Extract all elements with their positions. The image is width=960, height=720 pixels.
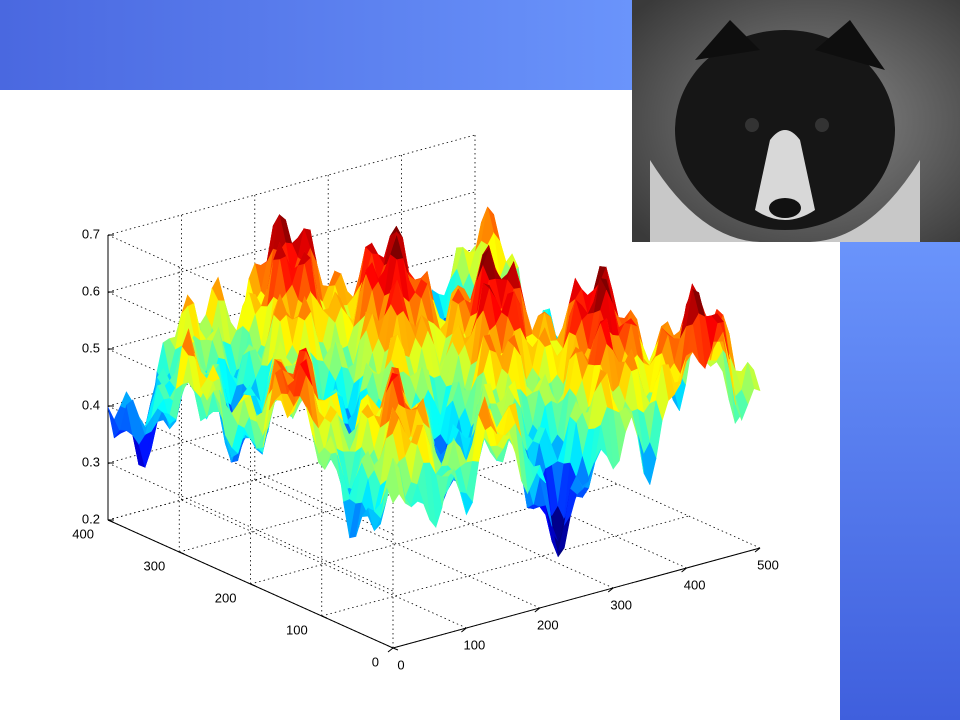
surface-image (107, 206, 761, 558)
y-tick (392, 647, 399, 651)
axis-line (392, 547, 761, 649)
x-tick-label: 300 (610, 597, 632, 612)
grid-line (107, 419, 476, 521)
x-tick (387, 647, 394, 653)
plot: 010020030040050001002003004000.20.30.40.… (72, 134, 779, 672)
z-tick-label: 0.7 (82, 226, 100, 241)
y-tick-label: 400 (72, 526, 94, 541)
x-tick-label: 500 (757, 557, 779, 572)
z-tick-label: 0.6 (82, 283, 100, 298)
dog-photo (632, 0, 960, 242)
z-tick-label: 0.5 (82, 340, 100, 355)
y-tick-label: 100 (286, 622, 308, 637)
title-bar (0, 0, 632, 90)
grid-line (321, 515, 689, 617)
y-tick-label: 300 (144, 558, 166, 573)
z-tick-label: 0.2 (82, 511, 100, 526)
grid-line (254, 479, 540, 609)
x-tick-label: 400 (684, 577, 706, 592)
y-tick-label: 0 (372, 654, 379, 669)
z-tick-label: 0.4 (82, 397, 100, 412)
side-bar (840, 242, 960, 720)
x-tick-label: 0 (397, 657, 404, 672)
grid-line (107, 134, 476, 236)
y-tick-label: 200 (215, 590, 237, 605)
x-tick-label: 100 (464, 637, 486, 652)
surface-patch (386, 458, 400, 504)
z-tick-label: 0.3 (82, 454, 100, 469)
axis-line (107, 519, 394, 649)
grid-line (250, 483, 618, 585)
x-tick-label: 200 (537, 617, 559, 632)
